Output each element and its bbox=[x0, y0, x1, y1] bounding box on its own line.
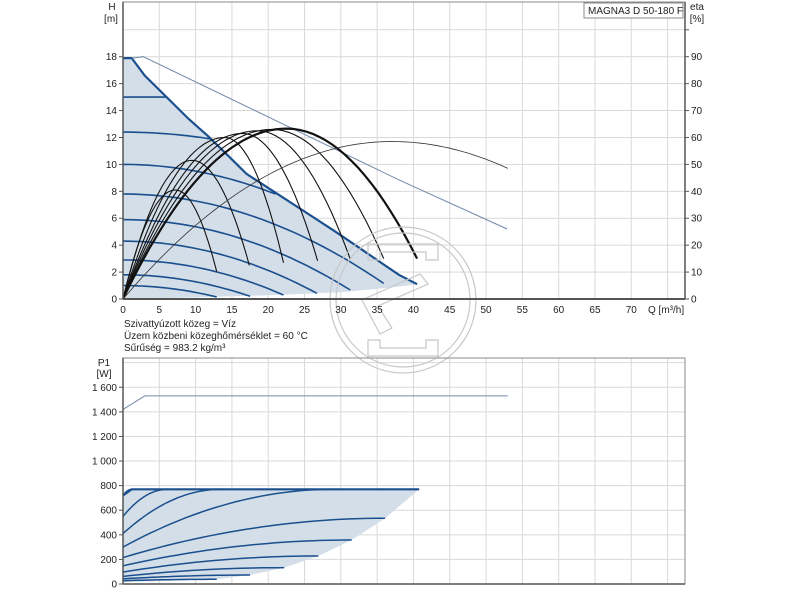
top-grid bbox=[123, 2, 685, 299]
eta-tick-label: 20 bbox=[691, 241, 703, 252]
q-tick-label: 10 bbox=[190, 305, 202, 316]
q-tick-label: 20 bbox=[263, 305, 275, 316]
product-label: MAGNA3 D 50-180 F bbox=[588, 6, 683, 17]
p1-tick-label: 400 bbox=[100, 530, 117, 541]
h-tick-label: 12 bbox=[106, 133, 118, 144]
q-tick-label: 55 bbox=[517, 305, 529, 316]
p1-tick-label: 800 bbox=[100, 481, 117, 492]
q-tick-label: 70 bbox=[626, 305, 638, 316]
head-curves bbox=[122, 56, 508, 300]
power-speed-curve bbox=[122, 555, 319, 573]
power-speed-curve bbox=[122, 578, 217, 582]
eta-axis-label: eta bbox=[690, 2, 704, 13]
h-tick-label: 8 bbox=[111, 187, 117, 198]
efficiency-curve bbox=[122, 132, 319, 300]
q-tick-label: 65 bbox=[589, 305, 601, 316]
q-tick-label: 40 bbox=[408, 305, 420, 316]
speed-curve bbox=[122, 240, 318, 295]
q-tick-label: 50 bbox=[480, 305, 492, 316]
operating-envelope-area bbox=[123, 58, 418, 299]
h-tick-label: 10 bbox=[106, 160, 118, 171]
info-line-density: Sűrűség = 983.2 kg/m³ bbox=[124, 343, 226, 354]
h-tick-label: 6 bbox=[111, 214, 117, 225]
efficiency-curve bbox=[122, 127, 419, 300]
info-line-medium: Szivattyúzott közeg = Víz bbox=[124, 319, 236, 330]
max-power-envelope-line bbox=[122, 488, 420, 497]
p1-axis-unit: [W] bbox=[97, 369, 112, 380]
eta-tick-label: 10 bbox=[691, 268, 703, 279]
speed-curve bbox=[123, 131, 211, 140]
eta-tick-label: 50 bbox=[691, 160, 703, 171]
p1-tick-label: 1 400 bbox=[92, 407, 117, 418]
speed-curve bbox=[122, 193, 385, 285]
eta-tick-label: 80 bbox=[691, 79, 703, 90]
p1-tick-label: 200 bbox=[100, 555, 117, 566]
axes: 0 5 10 15 20 25 30 35 40 45 50 55 60 65 70 0 2 4 6 8 10 12 14 1… bbox=[92, 1, 703, 591]
eta-tick-label: 90 bbox=[691, 52, 703, 63]
eta-tick-label: 0 bbox=[691, 295, 697, 306]
eta-tick-label: 70 bbox=[691, 106, 703, 117]
eta-tick-label: 30 bbox=[691, 214, 703, 225]
p1-tick-label: 1 200 bbox=[92, 432, 117, 443]
max-head-curve bbox=[123, 56, 418, 286]
head-limit-line bbox=[131, 56, 508, 230]
eta-tick-label: 40 bbox=[691, 187, 703, 198]
h-tick-label: 2 bbox=[111, 268, 117, 279]
q-tick-label: 0 bbox=[120, 305, 126, 316]
h-tick-label: 16 bbox=[106, 79, 118, 90]
eta-tick-label: 60 bbox=[691, 133, 703, 144]
q-tick-label: 60 bbox=[553, 305, 565, 316]
h-tick-label: 0 bbox=[111, 295, 117, 306]
power-speed-curve bbox=[122, 574, 251, 580]
q-tick-label: 35 bbox=[372, 305, 384, 316]
power-speed-curve bbox=[122, 488, 334, 548]
eta-axis-unit: [%] bbox=[690, 14, 705, 25]
power-speed-curve bbox=[122, 517, 386, 559]
q-tick-label: 45 bbox=[444, 305, 456, 316]
h-tick-label: 14 bbox=[106, 106, 118, 117]
q-tick-label: 30 bbox=[335, 305, 347, 316]
efficiency-curve bbox=[122, 159, 250, 300]
power-speed-curve bbox=[122, 539, 352, 567]
h-tick-label: 18 bbox=[106, 52, 118, 63]
p1-tick-label: 1 600 bbox=[92, 383, 117, 394]
q-tick-label: 5 bbox=[157, 305, 163, 316]
q-axis-label: Q [m³/h] bbox=[648, 305, 684, 316]
power-speed-curve bbox=[122, 488, 221, 535]
speed-curve bbox=[122, 218, 351, 291]
p1-tick-label: 1 000 bbox=[92, 457, 117, 468]
h-axis-unit: [m] bbox=[104, 14, 118, 25]
power-speed-curve bbox=[122, 566, 285, 578]
power-envelope-area bbox=[123, 489, 420, 583]
max-efficiency-curve bbox=[122, 141, 508, 300]
p1-axis-label: P1 bbox=[98, 358, 111, 369]
efficiency-curve bbox=[122, 130, 351, 300]
q-tick-label: 15 bbox=[226, 305, 238, 316]
power-curves bbox=[122, 395, 508, 583]
speed-curve bbox=[122, 284, 217, 298]
p1-tick-label: 600 bbox=[100, 506, 117, 517]
speed-curve bbox=[123, 259, 284, 296]
info-line-temperature: Üzem közbeni közeghőmérséklet = 60 °C bbox=[124, 330, 308, 342]
h-tick-label: 4 bbox=[111, 241, 117, 252]
q-tick-label: 25 bbox=[299, 305, 311, 316]
product-label-box bbox=[583, 2, 684, 19]
h-axis-label: H bbox=[108, 2, 115, 13]
max-power-line bbox=[122, 395, 508, 410]
efficiency-curve bbox=[122, 128, 385, 300]
p1-tick-label: 0 bbox=[111, 580, 117, 591]
